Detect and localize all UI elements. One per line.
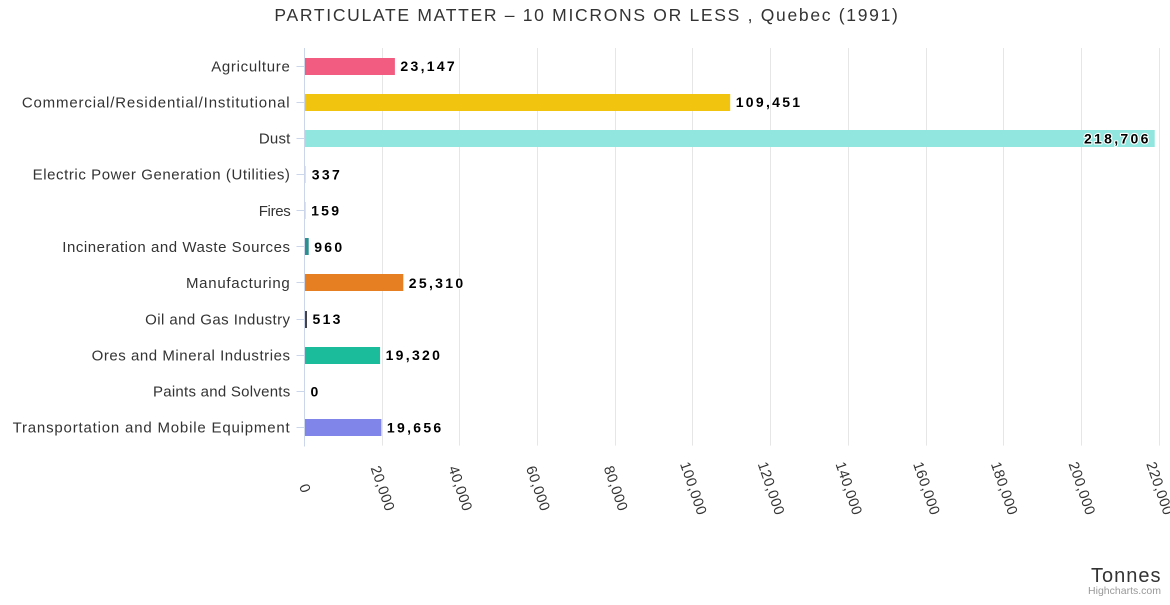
svg-text:Tonnes: Tonnes (1091, 565, 1162, 587)
svg-text:159: 159 (311, 203, 341, 219)
svg-text:Ores and Mineral Industries: Ores and Mineral Industries (92, 347, 291, 364)
svg-text:337: 337 (312, 167, 342, 183)
svg-text:19,656: 19,656 (387, 420, 444, 436)
svg-text:Electric Power Generation (Uti: Electric Power Generation (Utilities) (33, 167, 291, 184)
svg-text:0: 0 (311, 383, 321, 399)
svg-text:Fires: Fires (259, 203, 291, 220)
svg-text:Dust: Dust (259, 131, 291, 148)
svg-text:Agriculture: Agriculture (211, 58, 290, 75)
svg-text:Manufacturing: Manufacturing (186, 275, 291, 292)
svg-text:960: 960 (314, 239, 344, 255)
svg-text:PARTICULATE MATTER – 10 MICRON: PARTICULATE MATTER – 10 MICRONS OR LESS … (274, 5, 899, 25)
svg-text:Commercial/Residential/Institu: Commercial/Residential/Institutional (22, 94, 291, 111)
svg-text:218,706: 218,706 (1084, 130, 1151, 146)
svg-text:Incineration and Waste Sources: Incineration and Waste Sources (62, 239, 290, 256)
svg-text:Transportation and Mobile Equi: Transportation and Mobile Equipment (13, 420, 291, 437)
svg-text:Highcharts.com: Highcharts.com (1088, 585, 1161, 597)
svg-text:25,310: 25,310 (409, 275, 466, 291)
svg-text:23,147: 23,147 (400, 58, 457, 74)
svg-text:Oil and Gas Industry: Oil and Gas Industry (145, 311, 290, 328)
svg-text:Paints and Solvents: Paints and Solvents (153, 384, 291, 401)
svg-text:109,451: 109,451 (736, 94, 803, 110)
svg-text:513: 513 (313, 311, 343, 327)
svg-text:19,320: 19,320 (386, 347, 443, 363)
